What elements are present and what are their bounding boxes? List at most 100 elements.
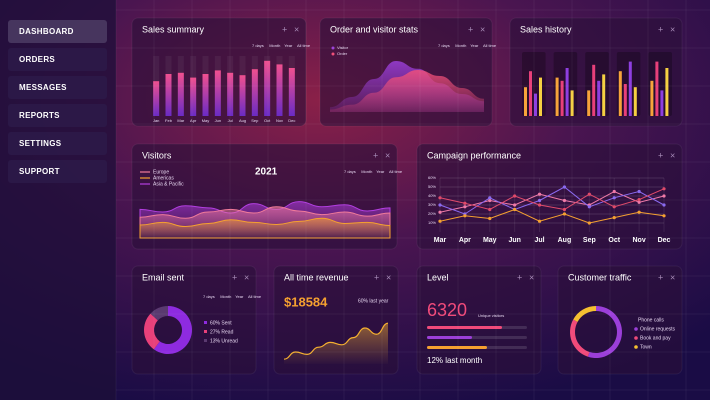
- tab[interactable]: 7 days: [344, 169, 356, 174]
- add-icon[interactable]: +: [658, 150, 663, 160]
- tab[interactable]: 7 days: [438, 43, 450, 48]
- bar: [529, 71, 532, 116]
- close-icon[interactable]: ×: [670, 272, 675, 282]
- point: [438, 196, 442, 200]
- legend-label: Online requests: [640, 326, 676, 332]
- bar: [555, 77, 559, 116]
- add-icon[interactable]: +: [517, 272, 522, 282]
- bar: [177, 72, 184, 116]
- legend-label: Europe: [153, 169, 169, 175]
- menu-label[interactable]: SETTINGS: [19, 139, 62, 148]
- bar: [276, 64, 283, 116]
- legend-swatch: [204, 339, 207, 342]
- close-icon[interactable]: ×: [670, 24, 675, 34]
- x-tick-label: Feb: [165, 118, 173, 123]
- tab[interactable]: Month: [361, 169, 372, 174]
- tab[interactable]: Month: [269, 43, 280, 48]
- add-icon[interactable]: +: [658, 24, 663, 34]
- add-icon[interactable]: +: [282, 24, 287, 34]
- point: [562, 207, 567, 212]
- footer: 12% last month: [427, 356, 482, 365]
- tab[interactable]: All time: [248, 294, 262, 299]
- bar: [539, 77, 542, 116]
- panel: [509, 17, 683, 127]
- tab[interactable]: 7 days: [203, 294, 215, 299]
- point: [438, 219, 442, 223]
- legend-label: 60% Sent: [210, 320, 232, 326]
- donut-segment: [143, 313, 160, 350]
- point: [587, 221, 591, 225]
- legend-label: 27% Read: [210, 329, 234, 335]
- menu-button[interactable]: [8, 160, 107, 183]
- menu-button[interactable]: [8, 76, 107, 99]
- close-icon[interactable]: ×: [529, 272, 534, 282]
- close-icon[interactable]: ×: [244, 272, 249, 282]
- menu-label[interactable]: REPORTS: [19, 111, 60, 120]
- x-tick-label: Jun: [215, 118, 221, 123]
- tab[interactable]: 7 days: [252, 43, 264, 48]
- bar: [227, 72, 234, 116]
- menu-item[interactable]: SUPPORT: [8, 160, 107, 183]
- bar: [628, 61, 632, 116]
- bar: [602, 74, 606, 116]
- point: [612, 189, 616, 194]
- add-icon[interactable]: +: [373, 150, 378, 160]
- menu-label[interactable]: SUPPORT: [19, 167, 60, 176]
- donut-segment: [570, 319, 590, 357]
- close-icon[interactable]: ×: [385, 150, 390, 160]
- menu-item[interactable]: MESSAGES: [8, 76, 107, 99]
- legend-label: 13% Unread: [210, 338, 238, 344]
- bar: [524, 87, 527, 116]
- close-icon[interactable]: ×: [294, 24, 299, 34]
- menu-button[interactable]: [8, 132, 107, 155]
- point: [637, 198, 641, 202]
- add-icon[interactable]: +: [468, 24, 473, 34]
- close-icon[interactable]: ×: [480, 24, 485, 34]
- menu-item[interactable]: ORDERS: [8, 48, 107, 71]
- x-tick-label: Oct: [264, 118, 271, 123]
- add-icon[interactable]: +: [374, 272, 379, 282]
- point: [537, 219, 542, 223]
- add-icon[interactable]: +: [232, 272, 237, 282]
- x-tick-label: Jul: [534, 237, 544, 244]
- bar: [239, 75, 246, 116]
- bar: [660, 90, 664, 116]
- amount: $18584: [284, 294, 328, 309]
- point: [537, 192, 542, 196]
- panel-title: Customer traffic: [568, 272, 632, 282]
- menu-button[interactable]: [8, 104, 107, 127]
- menu-button[interactable]: [8, 20, 107, 43]
- tab[interactable]: Year: [376, 169, 385, 174]
- bar: [165, 74, 172, 116]
- tab[interactable]: Year: [284, 43, 293, 48]
- tab[interactable]: Year: [235, 294, 244, 299]
- tab[interactable]: Month: [220, 294, 231, 299]
- panel-title: Email sent: [142, 272, 185, 282]
- donut-segment: [587, 306, 622, 358]
- menu-label[interactable]: ORDERS: [19, 55, 55, 64]
- point: [637, 189, 641, 194]
- x-tick-label: Aug: [558, 237, 572, 244]
- y-tick-label: 60%: [428, 175, 436, 180]
- tab[interactable]: All time: [483, 43, 497, 48]
- bar: [592, 64, 596, 116]
- tab[interactable]: Month: [455, 43, 466, 48]
- menu-button[interactable]: [8, 48, 107, 71]
- point: [562, 185, 567, 189]
- point: [637, 210, 641, 214]
- bar: [650, 80, 654, 116]
- close-icon[interactable]: ×: [670, 150, 675, 160]
- menu-item[interactable]: DASHBOARD: [8, 20, 107, 43]
- panel-title: Sales history: [520, 24, 572, 34]
- tab[interactable]: All time: [389, 169, 403, 174]
- menu-label[interactable]: DASHBOARD: [19, 27, 74, 36]
- tab[interactable]: All time: [297, 43, 311, 48]
- add-icon[interactable]: +: [658, 272, 663, 282]
- x-tick-label: Jun: [508, 237, 520, 244]
- menu-item[interactable]: SETTINGS: [8, 132, 107, 155]
- panel-title: All time revenue: [284, 272, 349, 282]
- menu-label[interactable]: MESSAGES: [19, 83, 67, 92]
- menu-item[interactable]: REPORTS: [8, 104, 107, 127]
- tab[interactable]: Year: [470, 43, 479, 48]
- close-icon[interactable]: ×: [386, 272, 391, 282]
